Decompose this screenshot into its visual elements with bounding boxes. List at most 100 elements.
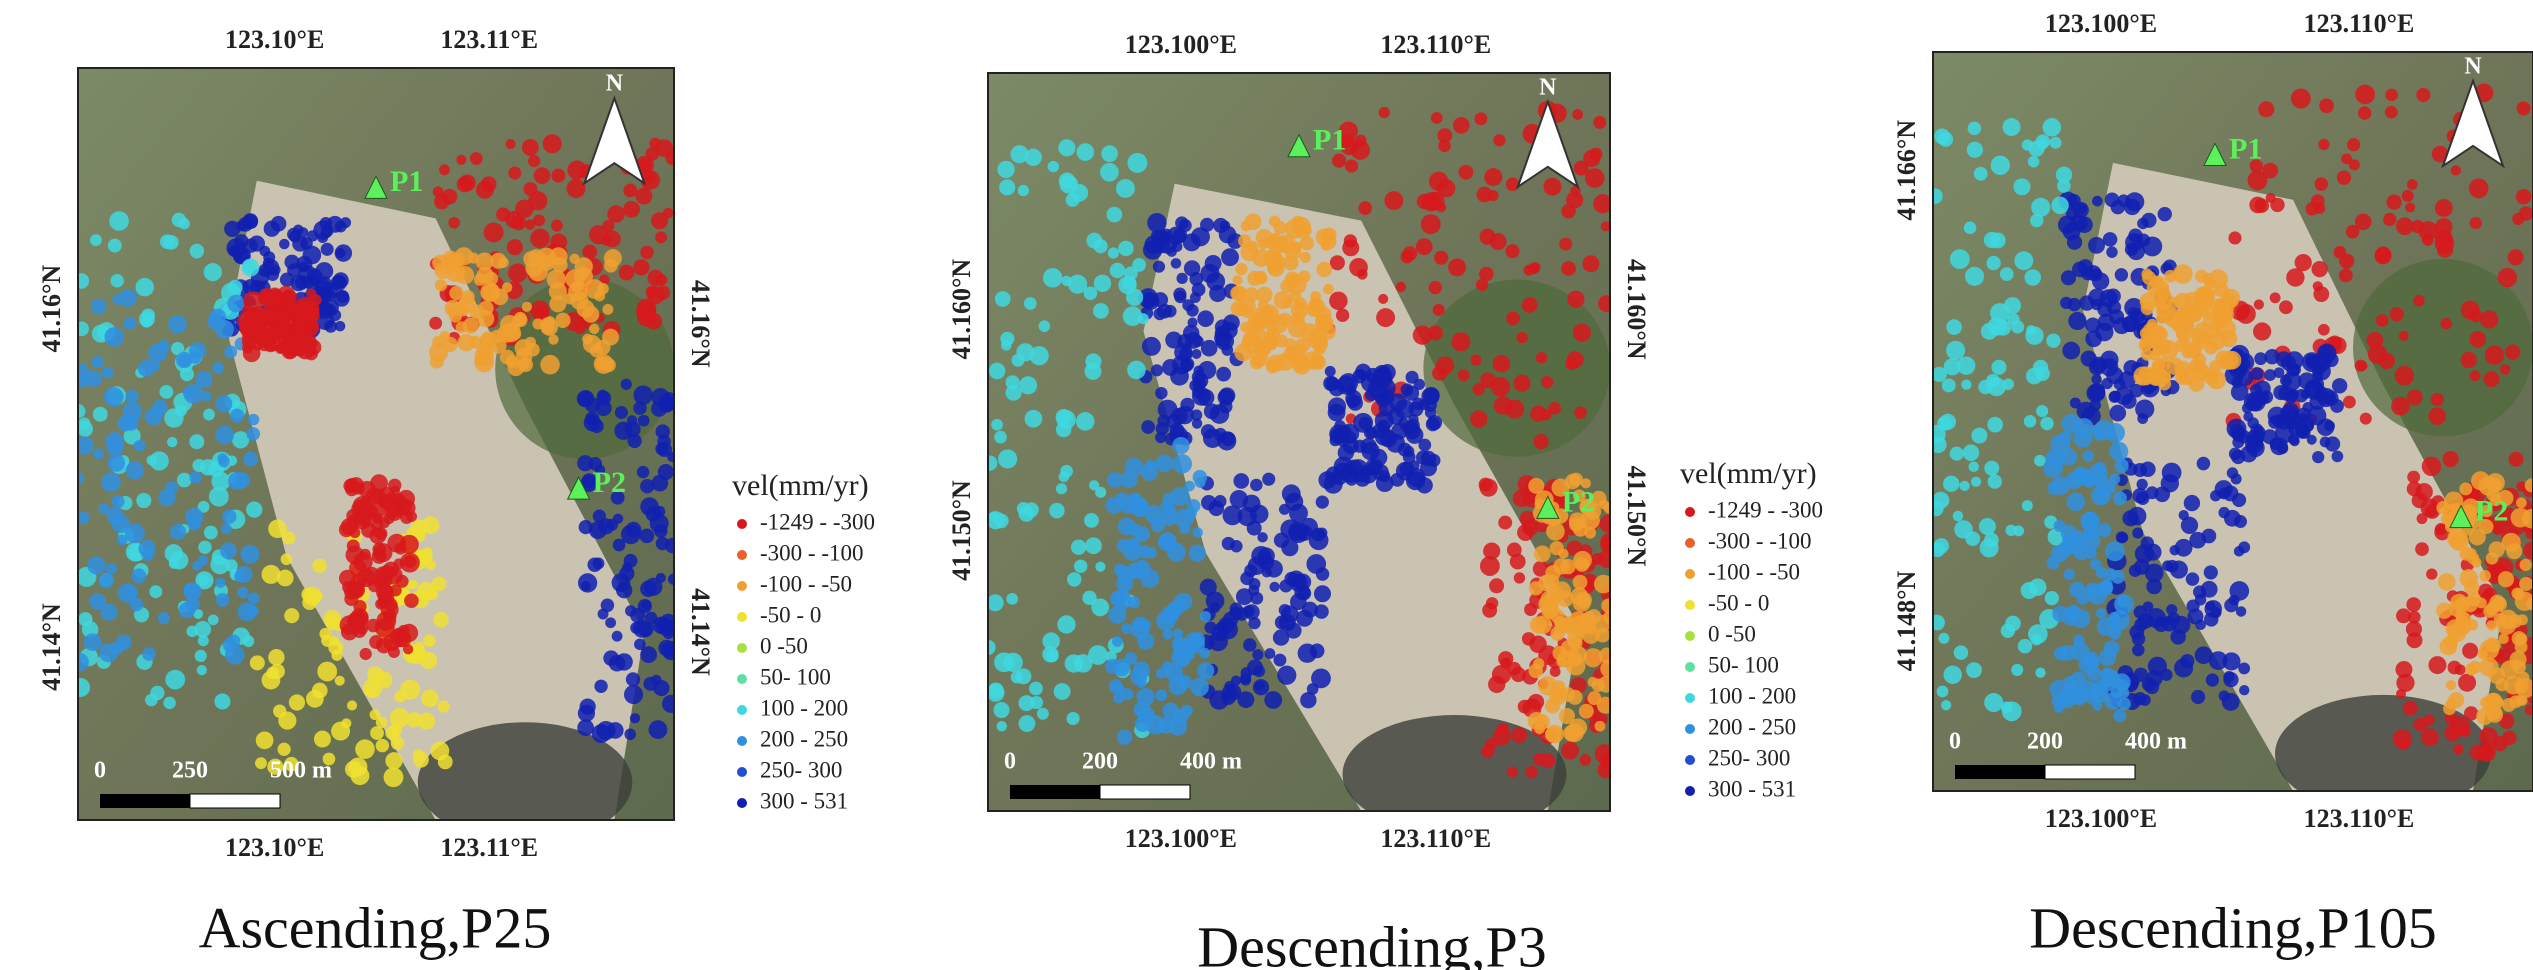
velocity-point [541,318,559,336]
legend-swatch [737,674,747,684]
velocity-point [2307,435,2317,445]
velocity-point [633,401,647,415]
velocity-point [2469,331,2486,348]
velocity-point [2512,631,2527,646]
velocity-point [2251,367,2264,380]
velocity-point [1946,341,1965,360]
velocity-point [667,452,677,462]
velocity-point [385,752,402,769]
velocity-point [1178,675,1192,689]
velocity-point [2229,581,2249,601]
velocity-point [456,155,466,165]
velocity-point [1988,474,2002,488]
velocity-point [526,343,539,356]
velocity-point [2366,332,2383,349]
velocity-point [2223,671,2234,682]
legend-label: -300 - -100 [1708,528,1811,553]
velocity-point [1240,322,1251,333]
velocity-point [2318,324,2330,336]
velocity-point [1991,360,2006,375]
velocity-point [1108,247,1119,258]
velocity-point [601,599,615,613]
velocity-point [1307,683,1319,695]
velocity-point [624,554,638,568]
velocity-point [2467,619,2478,630]
legend-swatch [1685,786,1695,796]
velocity-point [2234,546,2245,557]
velocity-point [2455,664,2466,675]
velocity-point [284,608,299,623]
velocity-point [282,531,295,544]
velocity-point [1489,578,1504,593]
velocity-point [215,426,234,445]
velocity-point [1214,428,1227,441]
velocity-point [624,728,636,740]
velocity-point [2517,101,2531,115]
velocity-point [1480,556,1500,576]
velocity-point [1056,483,1067,494]
velocity-point [353,552,373,572]
velocity-point [429,317,442,330]
velocity-point [637,299,657,319]
velocity-point [2504,675,2523,694]
velocity-point [1291,302,1308,319]
velocity-point [2516,189,2531,204]
velocity-point [1511,727,1527,743]
left-coordinate: 41.166°N [1892,120,1921,221]
velocity-point [510,329,521,340]
velocity-point [2298,372,2315,389]
velocity-point [2158,207,2172,221]
velocity-point [2162,463,2182,483]
velocity-point [1142,293,1156,307]
velocity-point [2479,727,2498,746]
velocity-point [2508,614,2522,628]
velocity-point [2339,268,2353,282]
velocity-point [1459,165,1474,180]
velocity-point [1198,389,1215,406]
velocity-point [1593,116,1606,129]
velocity-point [1938,132,1953,147]
velocity-point [547,270,566,289]
velocity-point [2467,552,2479,564]
legend-swatch [1685,755,1695,765]
velocity-point [413,749,424,760]
velocity-point [1110,263,1125,278]
legend-label: -100 - -50 [760,571,852,596]
velocity-point [1162,629,1173,640]
velocity-point [2458,674,2476,692]
velocity-point [2132,644,2144,656]
velocity-point [2246,430,2264,448]
velocity-point [135,278,154,297]
velocity-point [2313,281,2323,291]
velocity-point [1314,585,1331,602]
velocity-point [616,582,632,598]
velocity-point [1379,107,1390,118]
velocity-point [395,543,407,555]
velocity-point [2132,528,2143,539]
velocity-point [1085,537,1102,554]
velocity-point [1049,503,1065,519]
velocity-point [222,510,236,524]
point-label: P1 [2229,132,2262,165]
velocity-point [257,310,274,327]
velocity-point [107,439,124,456]
legend-title: vel(mm/yr) [732,469,869,502]
velocity-point [1134,701,1151,718]
scale-label: 0 [94,758,106,784]
velocity-point [215,395,232,412]
velocity-point [2024,269,2041,286]
velocity-point [623,184,637,198]
north-label: N [1539,74,1557,100]
velocity-point [1219,226,1237,244]
velocity-point [189,472,201,484]
velocity-point [656,274,668,286]
velocity-point [2451,165,2461,175]
velocity-point [1024,297,1037,310]
velocity-point [2166,357,2184,375]
velocity-point [1978,380,1992,394]
velocity-point [457,334,474,351]
velocity-point [1498,516,1512,530]
velocity-point [204,263,222,281]
velocity-point [326,616,340,630]
velocity-point [198,541,211,554]
